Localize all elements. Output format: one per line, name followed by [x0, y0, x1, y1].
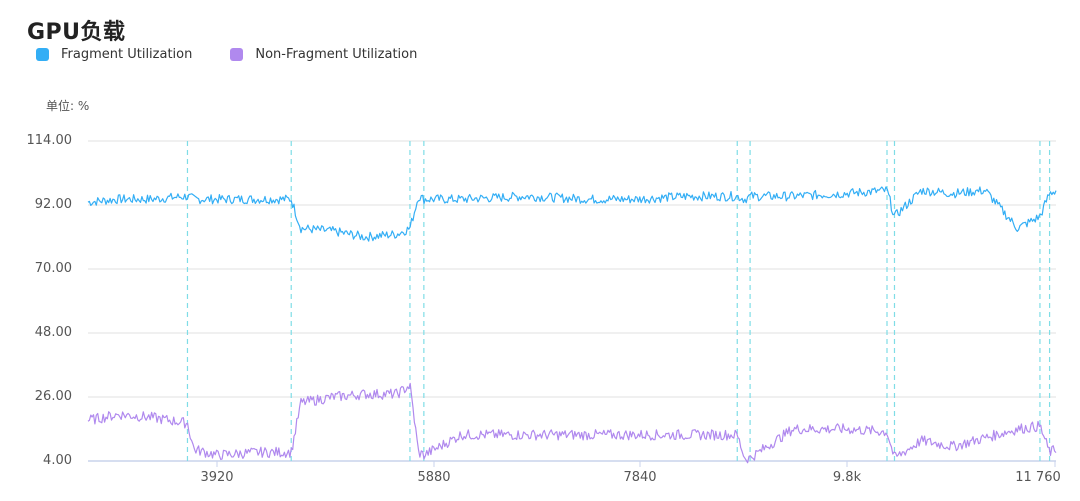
y-tick-label: 92.00 [34, 197, 72, 212]
y-tick-label: 26.00 [34, 389, 72, 404]
chart-title: GPU负载 [27, 20, 126, 45]
y-tick-label: 114.00 [26, 133, 73, 148]
series-line-non-fragment [87, 382, 1057, 464]
series-lines [87, 186, 1057, 464]
legend-swatch-icon [230, 48, 244, 61]
legend-swatch-icon [36, 48, 49, 61]
series-line-fragment [87, 186, 1057, 242]
x-tick-label: 11 760 [1015, 470, 1061, 485]
legend-label: Non-Fragment Utilization [255, 47, 418, 62]
x-tick-label: 9.8k [832, 470, 862, 485]
x-axis [216, 461, 1056, 467]
x-tick-label: 5880 [417, 470, 451, 485]
y-tick-label: 4.00 [43, 453, 72, 468]
unit-label: 单位: % [46, 99, 90, 113]
chart-legend: Fragment Utilization Non-Fragment Utiliz… [36, 47, 455, 62]
x-tick-label: 3920 [200, 470, 234, 485]
legend-item-fragment[interactable]: Fragment Utilization [36, 47, 192, 62]
legend-item-non-fragment[interactable]: Non-Fragment Utilization [230, 47, 417, 62]
grid-lines [88, 140, 1056, 462]
y-tick-label: 70.00 [34, 261, 72, 276]
legend-label: Fragment Utilization [61, 47, 193, 62]
y-tick-label: 48.00 [34, 325, 72, 340]
x-tick-label: 7840 [623, 470, 657, 485]
